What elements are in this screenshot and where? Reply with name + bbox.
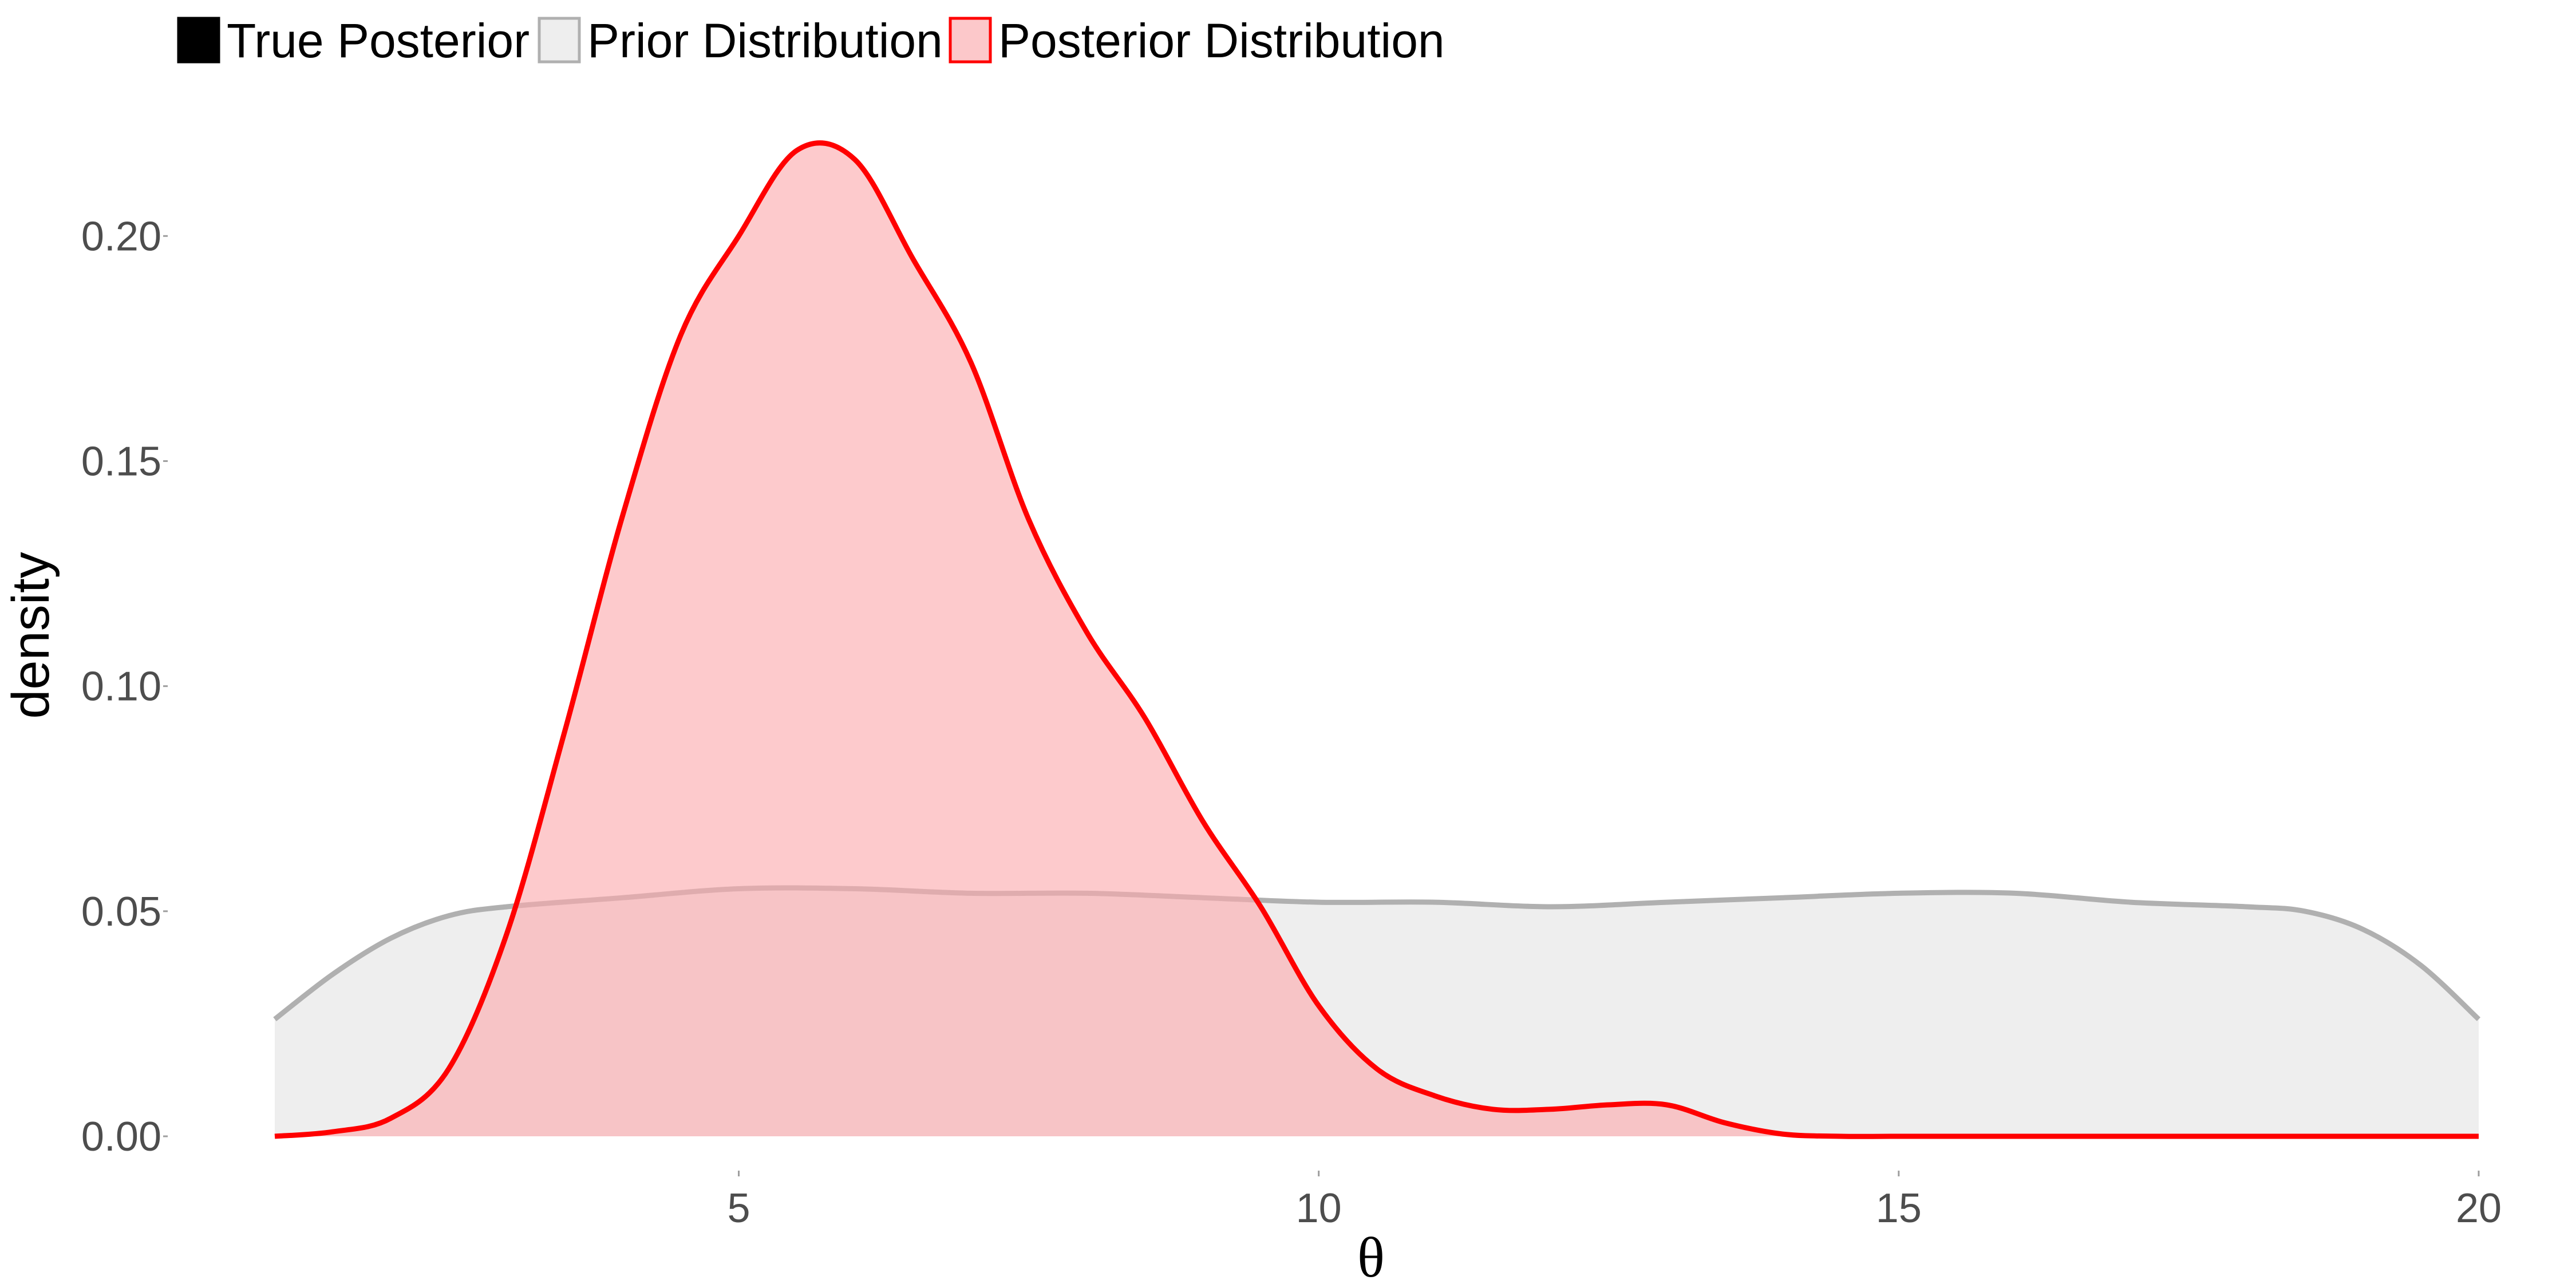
legend-label-prior-distribution: Prior Distribution [587, 14, 943, 68]
y-tick-label: 0.20 [81, 214, 161, 259]
legend-key-prior-distribution [538, 17, 581, 64]
y-tick-label: 0.15 [81, 438, 161, 484]
posterior-distribution-area [275, 143, 2479, 1137]
x-tick-label: 10 [1296, 1186, 1342, 1231]
y-tick-label: 0.00 [81, 1114, 161, 1160]
y-tick-label: 0.05 [81, 889, 161, 935]
y-axis: 0.00 0.05 0.10 0.15 0.20 [81, 214, 168, 1160]
legend-key-posterior-distribution [949, 17, 992, 64]
y-axis-title: density [2, 552, 60, 719]
x-axis-title: θ [1357, 1226, 1385, 1288]
x-tick-label: 20 [2456, 1186, 2502, 1231]
x-axis: 5 10 15 20 [728, 1171, 2502, 1231]
plot-areas [273, 140, 2481, 1139]
x-tick-label: 15 [1876, 1186, 1922, 1231]
legend-label-posterior-distribution: Posterior Distribution [998, 14, 1445, 68]
y-tick-label: 0.10 [81, 664, 161, 710]
posterior-distribution-line [274, 140, 2479, 1139]
legend: True Posterior Prior Distribution Posterio… [177, 14, 1445, 68]
legend-label-true-posterior: True Posterior [227, 14, 530, 68]
x-tick-label: 5 [728, 1186, 750, 1231]
legend-key-true-posterior [177, 17, 220, 64]
